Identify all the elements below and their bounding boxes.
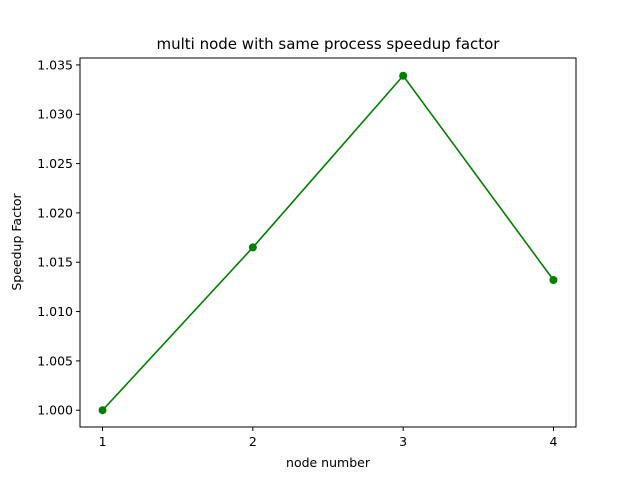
y-axis-label: Speedup Factor (9, 193, 24, 291)
data-point (98, 406, 107, 415)
y-tick-label: 1.015 (37, 255, 73, 270)
data-point (399, 71, 408, 80)
series-line (101, 74, 555, 411)
y-axis-ticks: 1.000 1.005 1.010 1.015 1.020 1.025 1.030 1.035 (37, 57, 80, 418)
y-tick-label: 1.030 (37, 107, 73, 122)
data-point (248, 243, 257, 252)
x-tick-label: 2 (249, 434, 257, 449)
y-tick-label: 1.005 (37, 353, 73, 368)
y-tick-label: 1.025 (37, 156, 73, 171)
x-axis-label: node number (286, 455, 371, 470)
x-tick-label: 1 (99, 434, 107, 449)
chart-title: multi node with same process speedup fac… (157, 35, 501, 53)
y-tick-label: 1.035 (37, 57, 73, 72)
y-tick-label: 1.000 (37, 403, 73, 418)
x-axis-ticks: 1 2 3 4 (99, 427, 557, 449)
data-point (549, 275, 558, 284)
x-tick-label: 4 (549, 434, 557, 449)
y-tick-label: 1.010 (37, 304, 73, 319)
plot-frame (79, 57, 577, 428)
x-tick-label: 3 (399, 434, 407, 449)
series-layer (98, 71, 558, 415)
y-tick-label: 1.020 (37, 205, 73, 220)
